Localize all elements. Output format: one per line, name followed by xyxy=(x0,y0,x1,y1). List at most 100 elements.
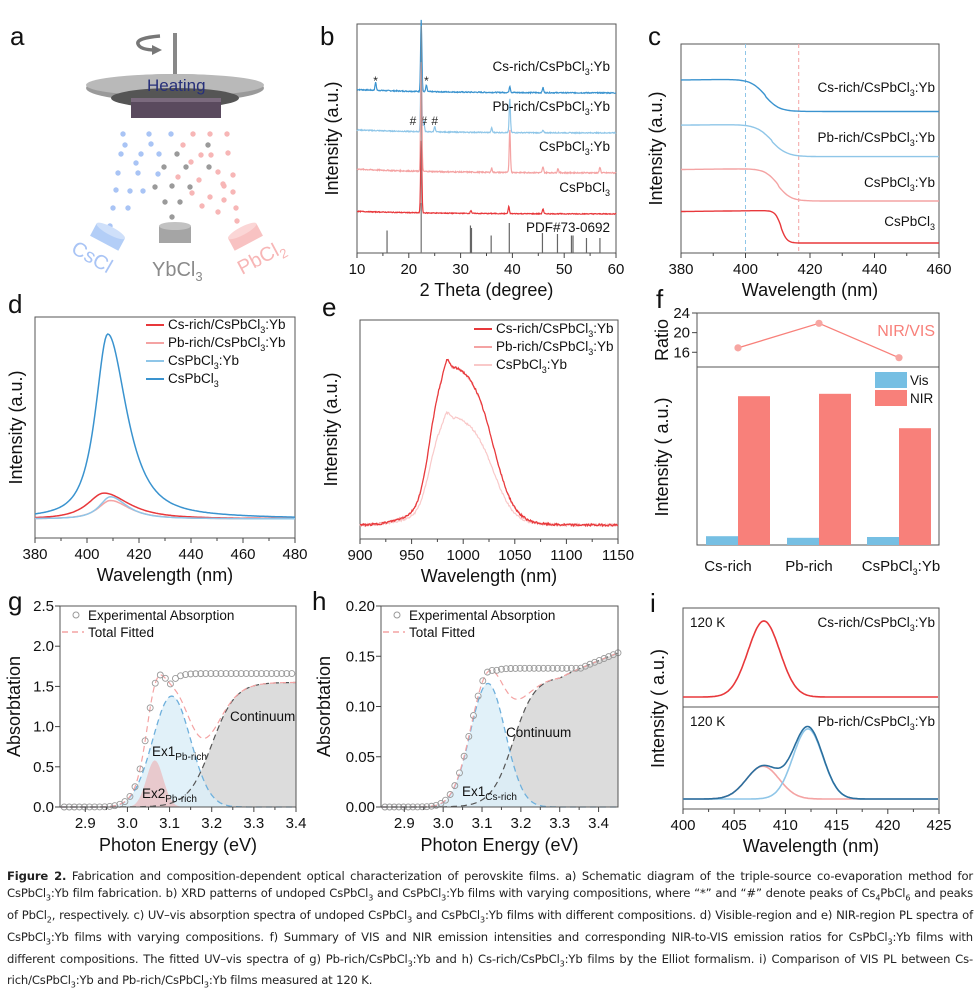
legend-label: Pb-rich/CsPbCl3:Yb xyxy=(168,335,286,353)
x-axis-label: Photon Energy (eV) xyxy=(420,835,578,855)
experimental-point xyxy=(131,783,139,791)
vapor-particle xyxy=(146,131,152,137)
experimental-point xyxy=(605,653,613,661)
bar-NIR xyxy=(819,393,851,545)
vapor-particle xyxy=(215,209,221,215)
x-tick-label: 425 xyxy=(926,817,951,834)
legend-swatch xyxy=(875,372,907,388)
chart-i-frame xyxy=(682,607,940,810)
experimental-point xyxy=(609,651,617,659)
reference-label: PDF#73-0692 xyxy=(526,220,610,235)
vapor-particle xyxy=(169,214,175,220)
x-tick-label: 10 xyxy=(349,261,366,278)
experimental-point xyxy=(535,664,543,672)
pl-curve xyxy=(683,725,938,800)
series-label: Pb-rich/CsPbCl3:Yb xyxy=(817,130,935,148)
exciton-area-Ex1 xyxy=(60,696,296,807)
bar-Vis xyxy=(787,537,819,545)
experimental-point xyxy=(488,666,496,674)
xrd-trace xyxy=(356,19,617,95)
x-tick-label: 30 xyxy=(452,261,469,278)
x-tick-label: 3.2 xyxy=(510,815,531,832)
bar-Vis xyxy=(867,537,899,545)
vapor-particle xyxy=(198,152,204,158)
vapor-particle xyxy=(125,205,131,211)
caption-text: Fabrication and composition-dependent op… xyxy=(7,869,974,990)
chart-e-legend: Cs-rich/CsPbCl3:YbPb-rich/CsPbCl3:YbCsPb… xyxy=(474,321,614,375)
vapor-particle xyxy=(230,189,236,195)
y-axis-label: Intensity (a.u.) xyxy=(6,370,26,484)
x-tick-label: 40 xyxy=(504,261,521,278)
continuum-area xyxy=(381,653,618,807)
vapor-particle xyxy=(234,218,240,224)
x-tick-label: 3.2 xyxy=(201,815,222,832)
x-tick-label: 3.3 xyxy=(243,815,264,832)
vapor-particle xyxy=(221,197,227,203)
vapor-particle xyxy=(207,131,213,137)
experimental-point xyxy=(156,671,164,679)
experimental-point xyxy=(563,664,571,672)
panel-label-i: i xyxy=(650,588,656,618)
ratio-point xyxy=(815,319,823,327)
experimental-point xyxy=(232,670,240,677)
x-tick-label: 460 xyxy=(926,261,951,278)
x-tick-label: 420 xyxy=(126,546,151,563)
vapor-particle xyxy=(175,174,181,180)
panel-label-c: c xyxy=(648,21,661,51)
y-axis-label: Intensity (a.u.) xyxy=(322,81,342,195)
experimental-point xyxy=(252,670,260,677)
experimental-point xyxy=(222,670,230,677)
series-CsPbCl3:Yb: CsPbCl3:Yb xyxy=(356,62,617,175)
vapor-particle xyxy=(183,164,189,170)
series-CsPbCl3: CsPbCl3 xyxy=(681,210,939,244)
chart-d: Cs-rich/CsPbCl3:YbPb-rich/CsPbCl3:YbCsPb… xyxy=(6,316,308,585)
vapor-particle xyxy=(187,184,193,190)
nir-trace-Pb-rich/CsPbCl3:Yb xyxy=(359,358,619,528)
exciton-area-Ex1 xyxy=(381,683,618,807)
chart-d-frame xyxy=(34,316,296,539)
temperature-label: 120 K xyxy=(690,714,725,729)
x-tick-label: 2.9 xyxy=(394,815,415,832)
vapor-particle xyxy=(196,177,202,183)
panel-label-g: g xyxy=(8,586,22,616)
experimental-point xyxy=(121,798,129,805)
cscl-crucible xyxy=(90,222,126,251)
experimental-point xyxy=(567,664,575,672)
vapor-particle xyxy=(205,142,211,148)
absorption-trace xyxy=(681,210,939,244)
subpanel-1: 120 K Pb-rich/CsPbCl3:Yb xyxy=(683,714,938,800)
peak-marker: # xyxy=(420,114,427,128)
chart-g-legend: Experimental Absorption Total Fitted xyxy=(62,608,234,640)
experimental-point xyxy=(257,670,265,677)
experimental-point xyxy=(600,655,608,662)
ratio-label: NIR/VIS xyxy=(877,323,935,340)
y-tick-label: 16 xyxy=(673,344,690,361)
y-tick-label: 2.0 xyxy=(33,638,54,655)
series-Pb-rich/CsPbCl3:Yb: Pb-rich/CsPbCl3:Yb# # # xyxy=(356,62,617,135)
chart-f: 16 20 24 NIR/VIS Ratio Vis NIR Cs-rich Pb-rich Cs… xyxy=(652,305,940,577)
experimental-point xyxy=(465,733,473,740)
experimental-point xyxy=(288,670,296,677)
experimental-point xyxy=(166,680,174,688)
experimental-point xyxy=(151,679,159,687)
chart-g: 2.9 3.0 3.1 3.2 3.3 3.4 0.0 0.5 1.0 1.5 2.0 2.5 Expe… xyxy=(4,598,306,855)
experimental-point xyxy=(136,765,144,773)
panel-label-b: b xyxy=(320,21,334,51)
y-tick-label: 2.5 xyxy=(33,598,54,615)
vapor-particle xyxy=(177,199,183,205)
experimental-point xyxy=(460,752,468,760)
vapor-particle xyxy=(155,171,161,177)
y-tick-label: 0.5 xyxy=(33,759,54,776)
vapor-particle xyxy=(225,150,231,156)
x-tick-label: 380 xyxy=(668,261,693,278)
continuum-fit-line xyxy=(60,681,296,808)
x-tick-label: 3.3 xyxy=(549,815,570,832)
experimental-point xyxy=(558,664,566,672)
panel-label-h: h xyxy=(312,586,326,616)
y-axis-label: Intensity ( a.u.) xyxy=(648,649,668,768)
x-tick-label: 460 xyxy=(230,546,255,563)
continuum-area xyxy=(60,682,296,807)
experimental-point xyxy=(141,737,149,745)
experimental-point xyxy=(278,670,286,677)
x-axis-label: Wavelength (nm) xyxy=(742,280,878,300)
